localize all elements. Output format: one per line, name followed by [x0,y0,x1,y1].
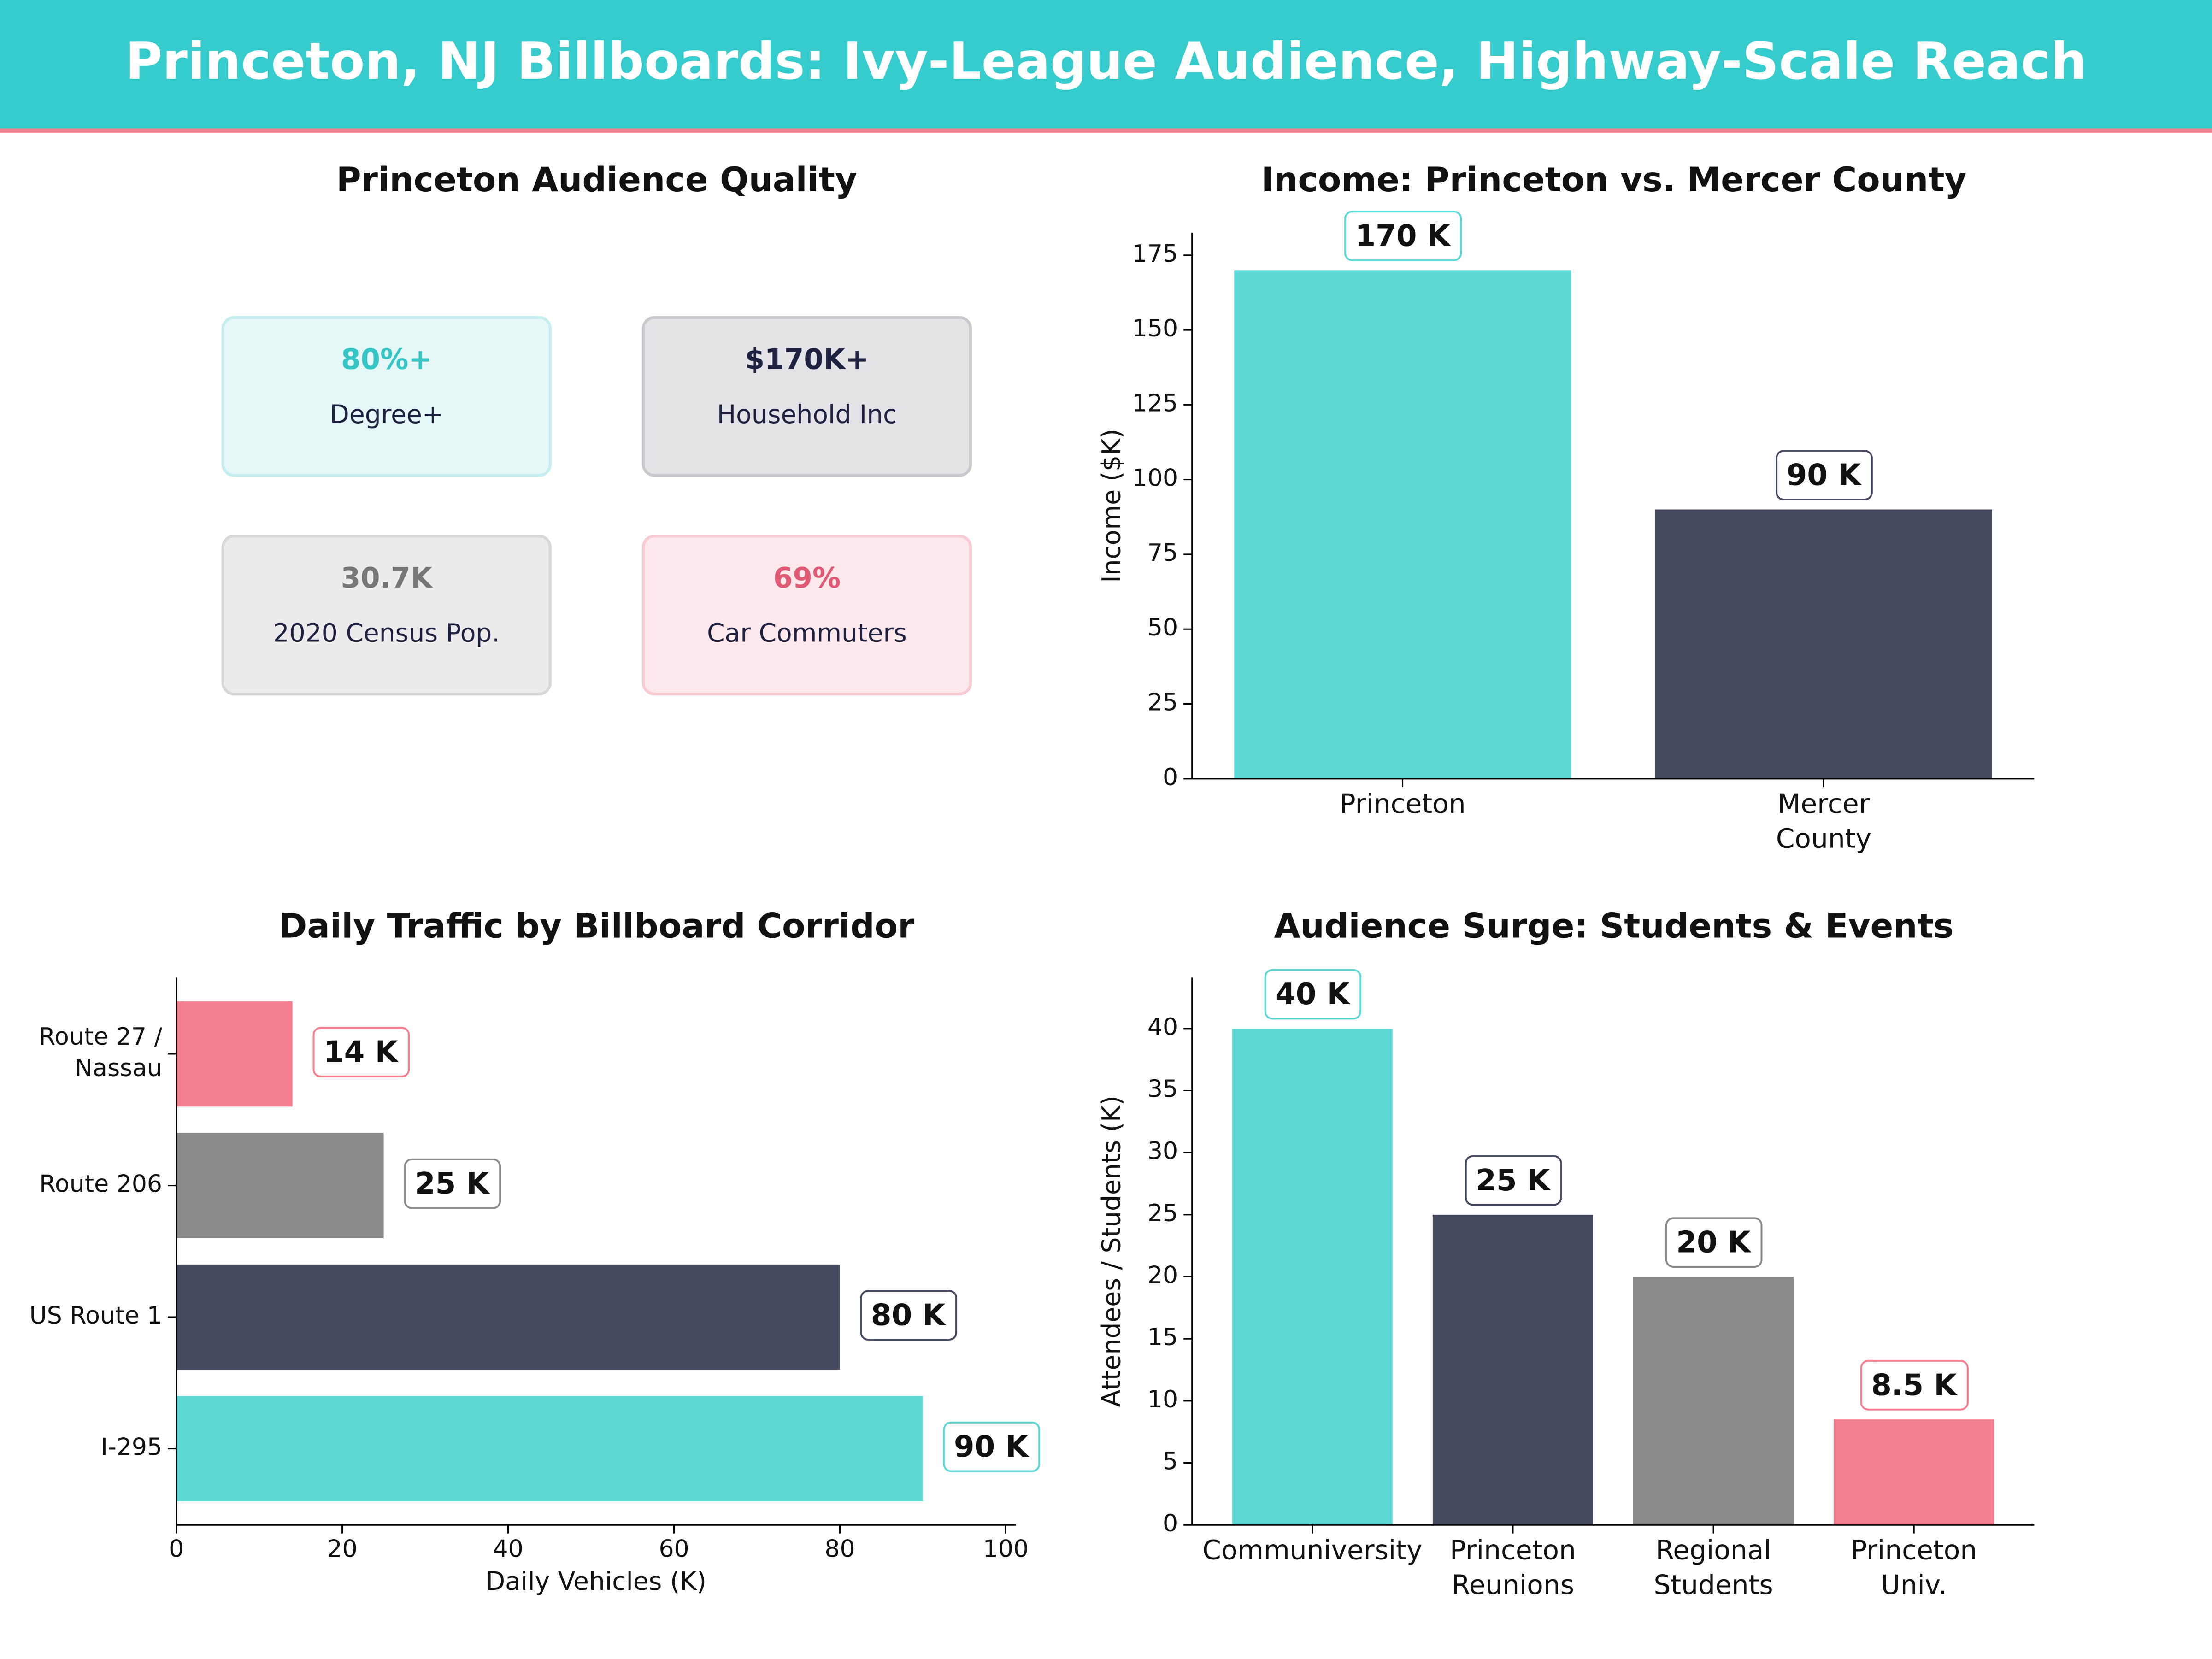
bar [1234,270,1571,779]
y-tick-label: 5 [1163,1448,1178,1476]
y-tick-label: 0 [1163,1510,1178,1537]
value-label: 25 K [1476,1163,1551,1198]
y-axis-label: Income ($K) [1096,429,1126,582]
value-label-box [1465,1155,1562,1206]
x-tick-label: 40 [493,1535,523,1563]
y-axis-label: Attendees / Students (K) [1096,1095,1126,1407]
y-tick-label: US Route 1 [29,1302,162,1330]
panel-title: Princeton Audience Quality [336,160,857,200]
value-label: 40 K [1275,977,1351,1012]
chart-title: Daily Traffic by Billboard Corridor [279,906,915,946]
y-tick-label: 125 [1132,389,1178,417]
kpi-value: 80%+ [341,343,432,376]
kpi-label: 2020 Census Pop. [273,618,500,648]
kpi-value: 30.7K [341,562,434,594]
header-bar [0,0,2212,129]
header-rule [0,128,2212,133]
y-tick-label: 0 [1163,764,1178,791]
kpi-value: 69% [773,562,841,594]
kpi-tile [221,535,552,696]
bar [1633,1277,1794,1525]
x-tick-label: Princeton [1340,788,1466,819]
x-tick-label: 0 [169,1535,184,1563]
value-label-box [312,1027,410,1077]
value-label-box [1776,450,1873,501]
y-tick-label: Route 206 [39,1171,162,1198]
x-tick-label: 60 [659,1535,689,1563]
value-label: 25 K [415,1166,490,1201]
kpi-label: Car Commuters [707,618,907,648]
y-tick-label: 35 [1147,1076,1178,1103]
x-tick-label: 80 [824,1535,855,1563]
bar [1232,1028,1393,1525]
x-tick-label: Mercer County [1776,788,1871,854]
x-tick-label: 100 [983,1535,1029,1563]
y-tick-label: 150 [1132,315,1178,342]
value-label-box [1665,1217,1763,1268]
x-tick-label: Communiversity [1202,1534,1422,1565]
bar [176,1133,384,1238]
value-label: 14 K [324,1035,399,1070]
value-label-box [1264,969,1362,1020]
kpi-label: Degree+ [329,400,443,429]
bar [176,1264,840,1370]
kpi-label: Household Inc [717,400,897,429]
bar [1655,509,1992,779]
x-tick-label: 20 [327,1535,358,1563]
y-tick-label: 20 [1147,1262,1178,1289]
kpi-value: $170K+ [745,343,869,376]
chart-title: Audience Surge: Students & Events [1274,906,1954,946]
value-label: 20 K [1676,1225,1752,1260]
chart-title: Income: Princeton vs. Mercer County [1261,160,1967,200]
value-label-box [1344,211,1462,261]
value-label: 170 K [1355,218,1451,253]
y-tick-label: 40 [1147,1013,1178,1041]
value-label: 90 K [1787,458,1862,493]
value-label: 80 K [871,1298,947,1333]
y-tick-label: 75 [1147,539,1178,567]
value-label-box [1860,1360,1969,1411]
x-tick-label: Princeton Univ. [1851,1534,1977,1600]
x-tick-label: Princeton Reunions [1450,1534,1576,1600]
value-label-box [404,1158,501,1209]
value-label-box [943,1421,1041,1472]
y-tick-label: 10 [1147,1386,1178,1413]
y-tick-label: 25 [1147,1200,1178,1227]
bar [1834,1419,1994,1525]
y-tick-label: 50 [1147,614,1178,641]
x-tick-label: Regional Students [1653,1534,1773,1600]
y-tick-label: 30 [1147,1137,1178,1165]
y-tick-label: 175 [1132,240,1178,268]
bar [176,1001,293,1107]
y-tick-label: 100 [1132,465,1178,492]
x-axis-label: Daily Vehicles (K) [486,1566,706,1596]
y-tick-label: 25 [1147,689,1178,717]
bar [1432,1214,1593,1525]
y-tick-label: Route 27 /Nassau [39,1023,162,1082]
kpi-tile [641,316,972,477]
page-title: Princeton, NJ Billboards: Ivy-League Aud… [125,32,2087,91]
kpi-tile [641,535,972,696]
kpi-tile [221,316,552,477]
value-label: 8.5 K [1871,1368,1958,1402]
value-label: 90 K [954,1430,1030,1464]
y-tick-label: 15 [1147,1324,1178,1351]
y-tick-label: I-295 [101,1434,162,1461]
bar [176,1396,923,1501]
value-label-box [860,1290,958,1341]
